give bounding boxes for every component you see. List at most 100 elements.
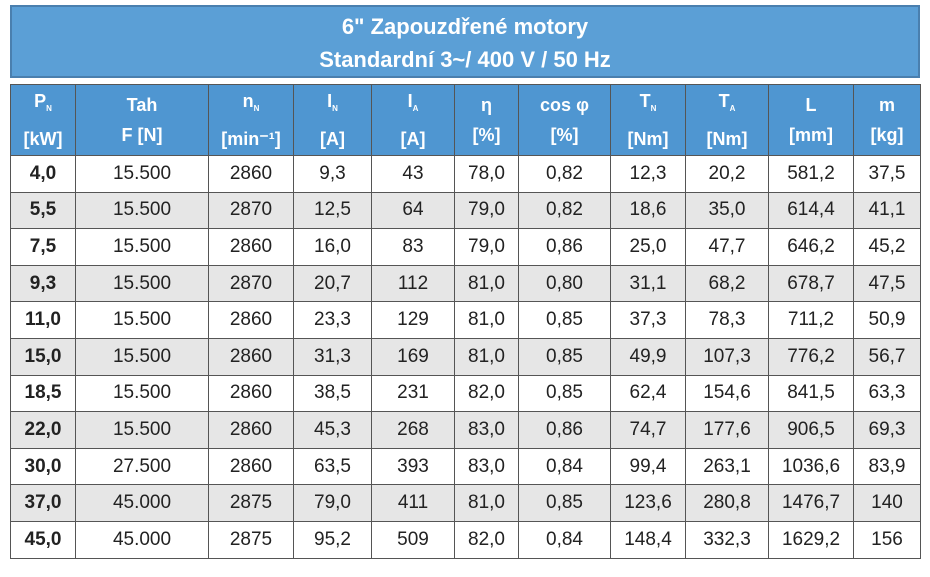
- table-cell: 2875: [208, 520, 294, 559]
- table-row: 37,0 45.000 2875 79,0 411 81,0 0,85 123,6 280,8 1…: [10, 484, 921, 522]
- header-unit: [Nm]: [706, 129, 748, 149]
- header-cell: TN [Nm]: [610, 84, 686, 156]
- table-cell: 2860: [208, 337, 294, 376]
- table-cell: 37,0: [10, 484, 76, 522]
- table-cell: 2860: [208, 301, 294, 339]
- table-cell: 0,85: [518, 337, 611, 376]
- table-cell: 2875: [208, 484, 294, 522]
- header-subscript: N: [46, 104, 52, 113]
- table-cell: 332,3: [685, 520, 769, 559]
- table-cell: 45.000: [75, 484, 209, 522]
- table-cell: 0,84: [518, 520, 611, 559]
- table-cell: 4,0: [10, 155, 76, 193]
- header-symbol-line: IA: [372, 86, 454, 124]
- header-symbol-line: IN: [294, 86, 371, 124]
- table-cell: 79,0: [293, 484, 372, 522]
- table-cell: 45,3: [293, 411, 372, 449]
- table-cell: 37,5: [853, 155, 921, 193]
- header-unit: [min⁻¹]: [221, 129, 281, 149]
- header-subscript: N: [650, 104, 657, 113]
- table-cell: 1036,6: [768, 447, 854, 486]
- table-cell: 148,4: [610, 520, 686, 559]
- title-box: 6" Zapouzdřené motory Standardní 3~/ 400…: [10, 5, 920, 78]
- table-cell: 68,2: [685, 264, 769, 303]
- header-symbol-line: η: [455, 90, 518, 120]
- header-unit: [A]: [320, 129, 345, 149]
- table-cell: 83,0: [454, 447, 519, 486]
- table-cell: 0,80: [518, 264, 611, 303]
- table-cell: 83,0: [454, 411, 519, 449]
- table-cell: 38,5: [293, 374, 372, 413]
- table-row: 7,5 15.500 2860 16,0 83 79,0 0,86 25,0 47,7 646,2…: [10, 228, 921, 266]
- table-cell: 2860: [208, 374, 294, 413]
- table-cell: 82,0: [454, 374, 519, 413]
- sheet: 6" Zapouzdřené motory Standardní 3~/ 400…: [10, 5, 921, 559]
- header-symbol-line: Tah: [76, 90, 208, 120]
- table-cell: 47,5: [853, 264, 921, 303]
- table-cell: 56,7: [853, 337, 921, 376]
- header-unit: [kW]: [23, 129, 63, 149]
- header-symbol: T: [718, 91, 730, 111]
- table-cell: 50,9: [853, 301, 921, 339]
- table-cell: 15.500: [75, 301, 209, 339]
- table-body: 4,0 15.500 2860 9,3 43 78,0 0,82 12,3 20,2 581,2 3…: [10, 155, 921, 559]
- table-cell: 83: [371, 228, 455, 266]
- header-symbol: Tah: [126, 95, 158, 115]
- table-row: 30,0 27.500 2860 63,5 393 83,0 0,84 99,4 263,1 10…: [10, 447, 921, 486]
- table-cell: 140: [853, 484, 921, 522]
- table-cell: 9,3: [293, 155, 372, 193]
- header-symbol-line: L: [769, 90, 853, 120]
- table-cell: 81,0: [454, 484, 519, 522]
- header-symbol: L: [805, 95, 817, 115]
- table-cell: 15.500: [75, 337, 209, 376]
- table-cell: 2860: [208, 447, 294, 486]
- table-cell: 20,7: [293, 264, 372, 303]
- header-subscript: A: [412, 104, 419, 113]
- table-cell: 614,4: [768, 191, 854, 230]
- table-cell: 64: [371, 191, 455, 230]
- table-cell: 678,7: [768, 264, 854, 303]
- table-cell: 37,3: [610, 301, 686, 339]
- table-cell: 35,0: [685, 191, 769, 230]
- table-cell: 711,2: [768, 301, 854, 339]
- table-cell: 268: [371, 411, 455, 449]
- title: 6" Zapouzdřené motory: [341, 14, 589, 39]
- table-cell: 23,3: [293, 301, 372, 339]
- table-cell: 1476,7: [768, 484, 854, 522]
- table-cell: 30,0: [10, 447, 76, 486]
- table-cell: 81,0: [454, 337, 519, 376]
- table-row: 11,0 15.500 2860 23,3 129 81,0 0,85 37,3 78,3 711…: [10, 301, 921, 339]
- table-cell: 0,84: [518, 447, 611, 486]
- table-cell: 2870: [208, 264, 294, 303]
- table-cell: 0,85: [518, 301, 611, 339]
- table-cell: 81,0: [454, 301, 519, 339]
- table-cell: 69,3: [853, 411, 921, 449]
- header-symbol: I: [407, 91, 413, 111]
- header-cell: η [%]: [454, 84, 519, 156]
- table-cell: 776,2: [768, 337, 854, 376]
- header-cell: TA [Nm]: [685, 84, 769, 156]
- table-cell: 95,2: [293, 520, 372, 559]
- table-cell: 156: [853, 520, 921, 559]
- table-cell: 78,3: [685, 301, 769, 339]
- table-cell: 25,0: [610, 228, 686, 266]
- table-cell: 15.500: [75, 374, 209, 413]
- subtitle: Standardní 3~/ 400 V / 50 Hz: [319, 47, 611, 72]
- table-row: 45,0 45.000 2875 95,2 509 82,0 0,84 148,4 332,3 1…: [10, 520, 921, 559]
- table-cell: 27.500: [75, 447, 209, 486]
- table-cell: 11,0: [10, 301, 76, 339]
- table-cell: 78,0: [454, 155, 519, 193]
- table-cell: 169: [371, 337, 455, 376]
- table-row: 15,0 15.500 2860 31,3 169 81,0 0,85 49,9 107,3 77…: [10, 337, 921, 376]
- table-cell: 43: [371, 155, 455, 193]
- header-cell: m [kg]: [853, 84, 921, 156]
- table-cell: 0,82: [518, 155, 611, 193]
- table-cell: 1629,2: [768, 520, 854, 559]
- table-cell: 79,0: [454, 191, 519, 230]
- header-row: PN [kW] Tah F [N] nN [min⁻¹] IN [A] IA [A] η [%] cos…: [10, 84, 921, 156]
- table-row: 22,0 15.500 2860 45,3 268 83,0 0,86 74,7 177,6 90…: [10, 411, 921, 449]
- table-cell: 0,86: [518, 411, 611, 449]
- header-symbol-line: PN: [11, 86, 75, 124]
- table-cell: 7,5: [10, 228, 76, 266]
- table-cell: 49,9: [610, 337, 686, 376]
